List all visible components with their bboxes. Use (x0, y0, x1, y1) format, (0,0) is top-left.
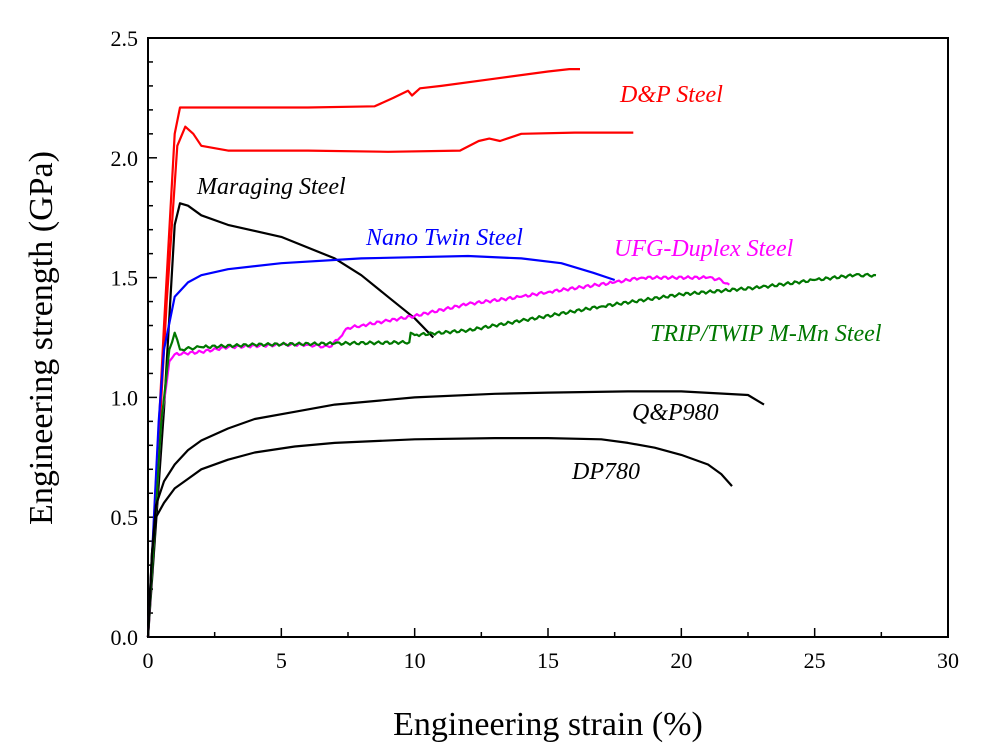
y-tick-label: 2.5 (111, 26, 139, 51)
series-line-nano-twin-steel (146, 254, 616, 638)
x-tick-label: 0 (143, 648, 154, 673)
y-axis-label: Engineering strength (GPa) (23, 151, 60, 525)
series-line-q-p980 (146, 390, 765, 638)
x-axis-label: Engineering strain (%) (393, 706, 703, 743)
y-tick-label: 0.5 (111, 505, 139, 530)
x-tick-label: 20 (670, 648, 692, 673)
series-line-d-p-steel (146, 125, 634, 638)
x-tick-label: 15 (537, 648, 559, 673)
series-line-maraging-steel (146, 202, 435, 638)
series-line-d-p-steel (146, 67, 580, 638)
x-tick-label: 30 (937, 648, 959, 673)
series-line-trip-twip-m-mn-steel (146, 272, 877, 638)
series-line-ufg-duplex-steel (146, 275, 730, 638)
x-tick-label: 10 (404, 648, 426, 673)
label-qp980: Q&P980 (632, 400, 719, 426)
x-tick-label: 5 (276, 648, 287, 673)
label-maraging-steel: Maraging Steel (196, 174, 346, 200)
y-tick-label: 2.0 (111, 146, 139, 171)
label-dp780: DP780 (571, 459, 640, 485)
label-ufg-duplex-steel: UFG-Duplex Steel (614, 236, 794, 262)
y-tick-label: 1.0 (111, 385, 139, 410)
y-tick-label: 0.0 (111, 625, 139, 650)
x-tick-label: 25 (804, 648, 826, 673)
label-nano-twin-steel: Nano Twin Steel (365, 225, 523, 251)
label-dp-steel: D&P Steel (619, 82, 723, 108)
series-line-dp780 (146, 437, 733, 638)
label-trip-twip-steel: TRIP/TWIP M-Mn Steel (650, 321, 882, 347)
y-tick-label: 1.5 (111, 266, 139, 291)
